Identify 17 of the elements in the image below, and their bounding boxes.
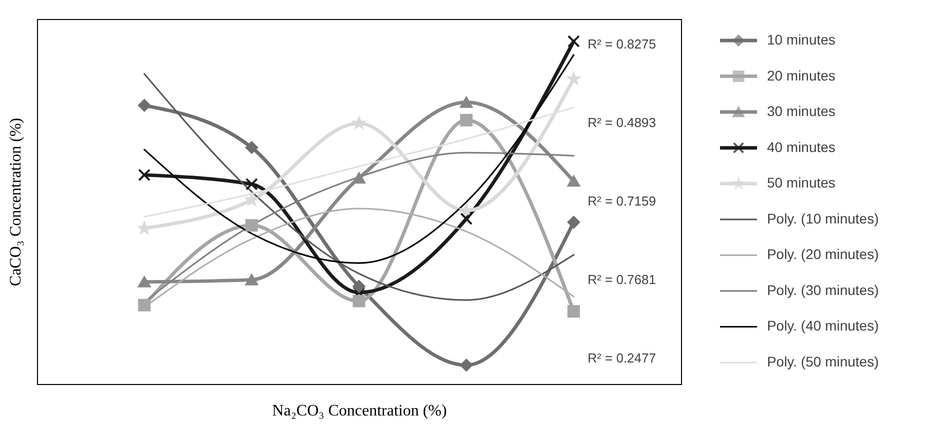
legend-label: Poly. (50 minutes) — [766, 354, 879, 370]
legend-label: 30 minutes — [766, 103, 836, 120]
annotation: R² = 0.8275 — [588, 36, 656, 52]
annotation: R² = 0.2477 — [588, 350, 656, 366]
annotation: R² = 0.4893 — [588, 115, 656, 130]
y-axis-title: CaCO₃ Concentration (%) — [8, 118, 24, 286]
legend-label: Poly. (20 minutes) — [766, 246, 879, 262]
legend-label: 50 minutes — [766, 174, 836, 191]
annotation: R² = 0.7681 — [588, 272, 656, 287]
legend-label: Poly. (30 minutes) — [766, 282, 879, 298]
legend-label: Poly. (10 minutes) — [766, 210, 879, 226]
legend-label: Poly. (40 minutes) — [766, 318, 879, 334]
legend-label: 20 minutes — [766, 67, 836, 84]
annotation: R² = 0.7159 — [588, 194, 656, 208]
x-axis-title: Na₂CO₃ Concentration (%) — [272, 402, 447, 420]
legend-label: 10 minutes — [766, 31, 836, 48]
legend-label: 40 minutes — [766, 138, 836, 155]
